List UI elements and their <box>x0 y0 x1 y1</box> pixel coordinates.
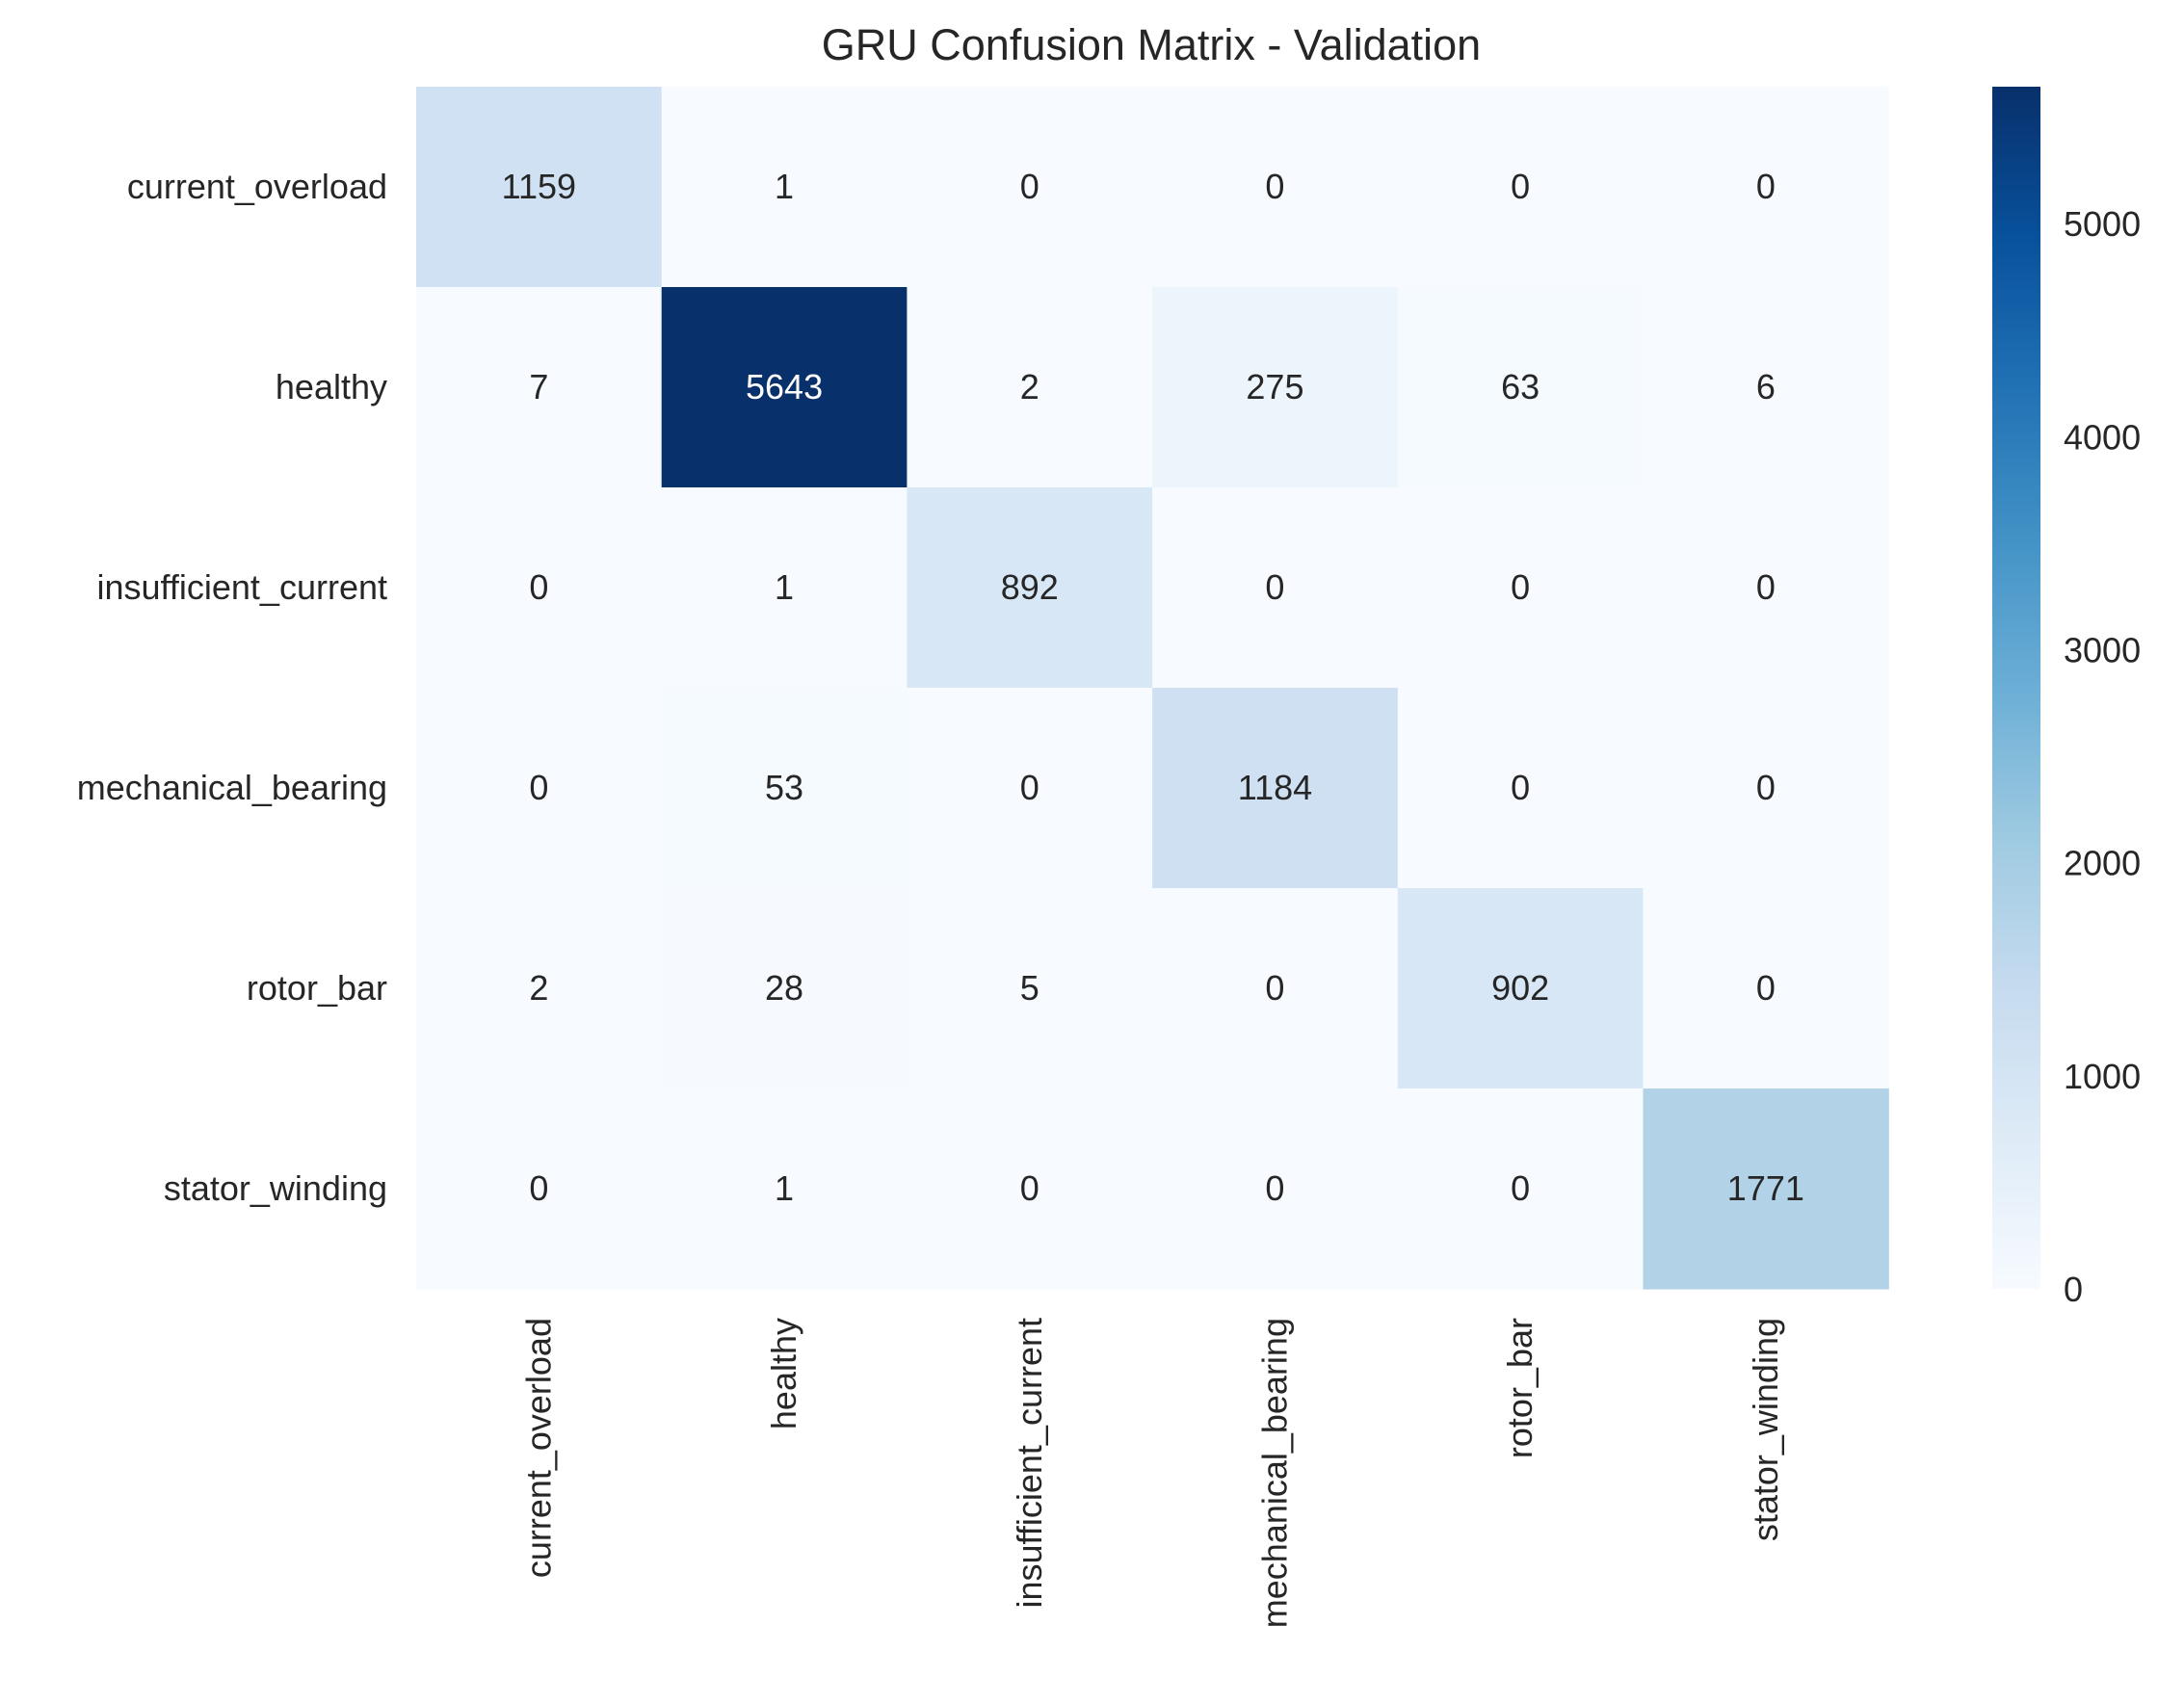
heatmap-cells: 1159 1 0 0 0 0 7 5643 2 275 63 6 0 1 892 0 0 0 0 53 0 1184 0 0 2… <box>416 87 1889 1290</box>
cell-value-label: 0 <box>1756 167 1776 206</box>
cell-value-label: 0 <box>1756 968 1776 1008</box>
cell-value-label: 0 <box>1511 567 1530 607</box>
heatmap-cell <box>1643 688 1889 889</box>
column-tick-label: mechanical_bearing <box>1254 1318 1294 1628</box>
colorbar-tick-label: 3000 <box>2064 631 2141 670</box>
heatmap-cell <box>1643 287 1889 488</box>
cell-value-label: 5 <box>1020 968 1039 1008</box>
heatmap-cell <box>1152 287 1399 488</box>
heatmap-cell <box>1397 688 1645 889</box>
heatmap-cell <box>661 487 908 689</box>
heatmap-cell <box>661 688 908 889</box>
row-tick-label: insufficient_current <box>97 567 388 607</box>
cell-value-label: 1 <box>775 1168 794 1208</box>
colorbar-tick-label: 2000 <box>2064 844 2141 883</box>
cell-value-label: 1159 <box>502 167 576 206</box>
cell-value-label: 902 <box>1491 968 1549 1008</box>
heatmap-cell <box>1152 487 1399 689</box>
cell-value-label: 0 <box>529 768 548 807</box>
heatmap-cell <box>1397 87 1645 288</box>
heatmap-cell <box>1643 487 1889 689</box>
heatmap-cell <box>416 688 663 889</box>
heatmap-cell <box>661 87 908 288</box>
column-tick-label: stator_winding <box>1746 1318 1785 1541</box>
heatmap-cell <box>1152 87 1399 288</box>
cell-value-label: 0 <box>1511 768 1530 807</box>
heatmap-cell <box>661 287 908 488</box>
column-tick-label: rotor_bar <box>1500 1318 1539 1458</box>
heatmap-cell <box>1643 87 1889 288</box>
heatmap-cell <box>661 888 908 1089</box>
cell-value-label: 7 <box>529 367 548 406</box>
cell-value-label: 0 <box>1265 167 1284 206</box>
heatmap-cell <box>1152 888 1399 1089</box>
cell-value-label: 0 <box>1020 1168 1039 1208</box>
column-tick-label: healthy <box>764 1318 803 1429</box>
cell-value-label: 1 <box>775 167 794 206</box>
cell-value-label: 0 <box>1265 1168 1284 1208</box>
cell-value-label: 275 <box>1246 367 1303 406</box>
chart-title: GRU Confusion Matrix - Validation <box>822 20 1481 69</box>
heatmap-cell <box>907 1088 1153 1290</box>
heatmap-cell <box>416 287 663 488</box>
cell-value-label: 53 <box>765 768 803 807</box>
cell-value-label: 0 <box>529 1168 548 1208</box>
heatmap-cell <box>1643 888 1889 1089</box>
colorbar-tick-label: 4000 <box>2064 417 2141 457</box>
colorbar-tick-label: 5000 <box>2064 204 2141 244</box>
heatmap-cell <box>416 1088 663 1290</box>
heatmap-cell <box>907 287 1153 488</box>
cell-value-label: 1771 <box>1727 1168 1804 1208</box>
cell-value-label: 28 <box>765 968 803 1008</box>
heatmap-cell <box>416 87 663 288</box>
cell-value-label: 0 <box>1756 567 1776 607</box>
colorbar-tick-label: 1000 <box>2064 1057 2141 1096</box>
row-tick-label: stator_winding <box>164 1168 387 1208</box>
heatmap-cell <box>661 1088 908 1290</box>
cell-value-label: 0 <box>529 567 548 607</box>
heatmap-cell <box>907 87 1153 288</box>
colorbar: 0 1000 2000 3000 4000 5000 <box>1992 87 2141 1309</box>
row-tick-label: rotor_bar <box>247 968 387 1008</box>
column-tick-label: insufficient_current <box>1010 1318 1049 1609</box>
column-labels: current_overload healthy insufficient_curr… <box>518 1318 1785 1628</box>
cell-value-label: 63 <box>1501 367 1539 406</box>
cell-value-label: 1 <box>775 567 794 607</box>
colorbar-tick-label: 0 <box>2064 1270 2083 1309</box>
cell-value-label: 0 <box>1511 167 1530 206</box>
heatmap-cell <box>1152 688 1399 889</box>
row-tick-label: mechanical_bearing <box>77 768 387 807</box>
cell-value-label: 0 <box>1756 768 1776 807</box>
cell-value-label: 5643 <box>746 367 823 406</box>
heatmap-cell <box>1397 1088 1645 1290</box>
heatmap-cell <box>907 688 1153 889</box>
cell-value-label: 0 <box>1265 567 1284 607</box>
cell-value-label: 1184 <box>1238 768 1312 807</box>
heatmap-cell <box>1397 888 1645 1089</box>
row-tick-label: current_overload <box>127 167 387 206</box>
column-tick-label: current_overload <box>518 1318 558 1578</box>
heatmap-cell <box>416 487 663 689</box>
cell-value-label: 2 <box>1020 367 1039 406</box>
heatmap-cell <box>416 888 663 1089</box>
heatmap-cell <box>1397 487 1645 689</box>
colorbar-gradient <box>1992 87 2040 1289</box>
heatmap-cell <box>907 888 1153 1089</box>
heatmap-cell <box>1397 287 1645 488</box>
row-tick-label: healthy <box>276 367 387 406</box>
heatmap-cell <box>1152 1088 1399 1290</box>
cell-value-label: 892 <box>1001 567 1059 607</box>
cell-value-label: 2 <box>529 968 548 1008</box>
cell-value-label: 0 <box>1511 1168 1530 1208</box>
cell-value-label: 0 <box>1020 768 1039 807</box>
cell-value-label: 0 <box>1265 968 1284 1008</box>
cell-value-label: 0 <box>1020 167 1039 206</box>
heatmap-cell <box>907 487 1153 689</box>
heatmap-cell <box>1643 1088 1889 1290</box>
cell-value-label: 6 <box>1756 367 1776 406</box>
